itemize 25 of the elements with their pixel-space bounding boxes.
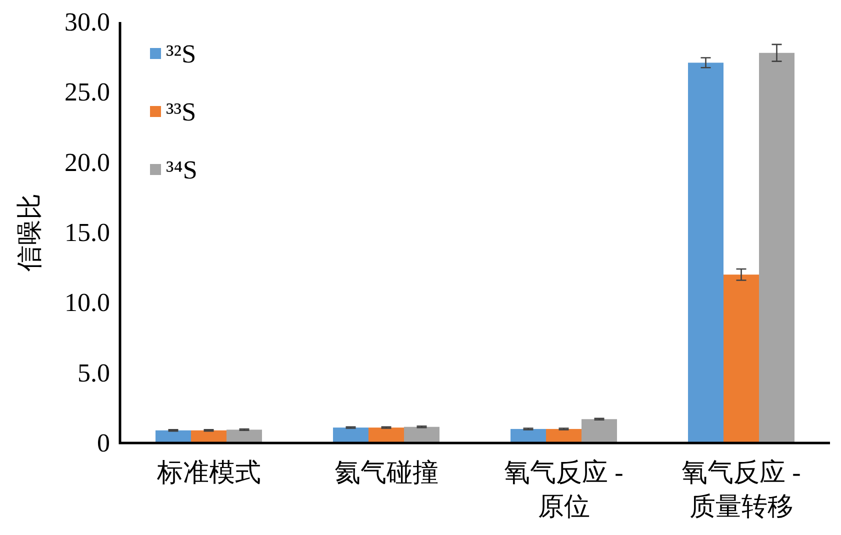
bar — [724, 274, 759, 443]
y-tick-label: 20.0 — [64, 148, 110, 177]
bar — [333, 428, 368, 443]
y-tick-label: 25.0 — [64, 78, 110, 107]
x-tick-label: 氧气反应 - 原位 — [504, 458, 624, 521]
y-tick-label: 10.0 — [64, 288, 110, 318]
bar — [546, 428, 582, 443]
legend-label: ³⁴S — [166, 156, 198, 184]
bar — [226, 430, 262, 443]
bar — [510, 428, 546, 443]
bar — [582, 419, 617, 443]
y-tick-label: 0 — [97, 428, 110, 458]
bar — [368, 428, 404, 443]
y-axis-title: 信噪比 — [15, 194, 44, 272]
x-tick-label: 氧气反应 - 质量转移 — [682, 458, 801, 521]
y-tick-label: 30.0 — [64, 8, 110, 36]
x-tick-label: 标准模式 — [156, 458, 261, 487]
x-tick-label: 氦气碰撞 — [334, 458, 438, 487]
bar — [688, 62, 724, 443]
legend-label: ³³S — [166, 98, 196, 126]
y-tick-label: 5.0 — [78, 358, 110, 388]
bar — [404, 426, 440, 443]
y-tick-label: 15.0 — [64, 218, 110, 247]
bar — [759, 52, 794, 443]
legend-label: ³²S — [166, 40, 196, 68]
